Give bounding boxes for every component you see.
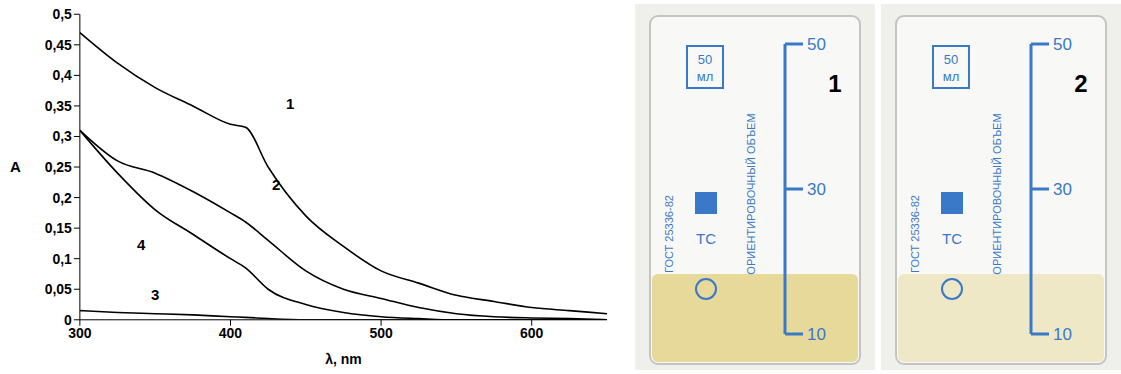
svg-text:ТС: ТС — [942, 230, 962, 247]
svg-text:мл: мл — [943, 69, 960, 84]
svg-text:0: 0 — [64, 312, 72, 328]
svg-text:мл: мл — [697, 69, 714, 84]
svg-text:0,1: 0,1 — [52, 251, 72, 267]
svg-text:A: A — [10, 158, 21, 175]
svg-text:0,25: 0,25 — [45, 159, 72, 175]
svg-text:500: 500 — [369, 325, 393, 341]
svg-text:400: 400 — [219, 325, 243, 341]
svg-text:1: 1 — [828, 70, 841, 97]
svg-text:0,35: 0,35 — [45, 98, 72, 114]
svg-text:0,45: 0,45 — [45, 37, 72, 53]
svg-text:λ, nm: λ, nm — [325, 351, 361, 367]
svg-text:0,2: 0,2 — [52, 190, 72, 206]
svg-text:ОРИЕНТИРОВОЧНЫЙ ОБЪЕМ: ОРИЕНТИРОВОЧНЫЙ ОБЪЕМ — [745, 113, 757, 274]
svg-text:0,3: 0,3 — [52, 128, 72, 144]
svg-text:30: 30 — [1053, 180, 1072, 199]
svg-text:3: 3 — [151, 286, 159, 303]
svg-text:10: 10 — [1053, 325, 1072, 344]
svg-text:30: 30 — [807, 180, 826, 199]
svg-text:ТС: ТС — [696, 230, 716, 247]
svg-text:300: 300 — [68, 324, 92, 341]
svg-text:ОРИЕНТИРОВОЧНЫЙ ОБЪЕМ: ОРИЕНТИРОВОЧНЫЙ ОБЪЕМ — [991, 113, 1003, 274]
svg-text:ГОСТ 25336-82: ГОСТ 25336-82 — [663, 195, 675, 273]
svg-text:50: 50 — [944, 52, 958, 67]
svg-text:0,5: 0,5 — [52, 6, 72, 22]
svg-text:2: 2 — [1074, 70, 1087, 97]
svg-text:1: 1 — [286, 95, 294, 112]
svg-text:2: 2 — [272, 176, 280, 193]
svg-text:10: 10 — [807, 325, 826, 344]
svg-text:600: 600 — [520, 325, 544, 341]
svg-text:0,4: 0,4 — [52, 67, 72, 83]
svg-text:0,05: 0,05 — [45, 281, 72, 297]
svg-text:50: 50 — [698, 52, 712, 67]
svg-text:4: 4 — [137, 236, 146, 253]
svg-text:50: 50 — [1053, 35, 1072, 54]
svg-text:50: 50 — [807, 35, 826, 54]
svg-text:0,15: 0,15 — [45, 220, 72, 236]
svg-text:ГОСТ 25336-82: ГОСТ 25336-82 — [909, 195, 921, 273]
